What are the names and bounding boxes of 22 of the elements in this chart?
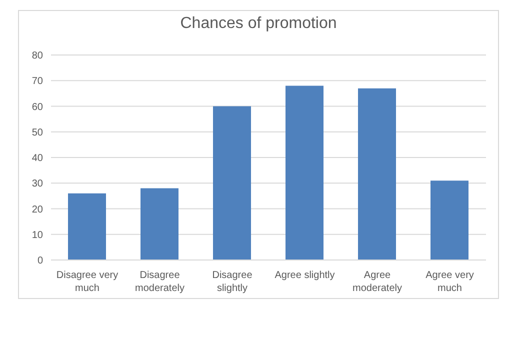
y-tick-label: 70 bbox=[32, 76, 44, 88]
y-tick-label: 20 bbox=[32, 204, 44, 216]
bar bbox=[140, 188, 178, 260]
chart-title: Chances of promotion bbox=[179, 15, 338, 33]
bar bbox=[68, 193, 106, 260]
x-tick-label: Disagree slightly bbox=[212, 270, 253, 294]
x-tick-label: Disagree moderately bbox=[135, 270, 184, 294]
y-tick-label: 60 bbox=[32, 102, 44, 113]
x-tick-label: Agree slightly bbox=[274, 270, 335, 281]
x-tick-label: Agree very much bbox=[426, 270, 474, 294]
x-tick-label: Disagree very much bbox=[56, 270, 118, 294]
bar bbox=[430, 180, 468, 260]
x-tick-label: Agree moderately bbox=[352, 270, 402, 294]
y-tick-label: 0 bbox=[37, 256, 44, 267]
bar bbox=[358, 88, 396, 260]
y-tick-label: 40 bbox=[32, 153, 44, 164]
y-tick-label: 10 bbox=[32, 230, 44, 241]
bar bbox=[286, 86, 324, 260]
y-tick-label: 80 bbox=[32, 50, 44, 62]
bar bbox=[213, 106, 251, 260]
y-tick-label: 30 bbox=[32, 178, 44, 190]
y-tick-label: 50 bbox=[32, 127, 44, 138]
